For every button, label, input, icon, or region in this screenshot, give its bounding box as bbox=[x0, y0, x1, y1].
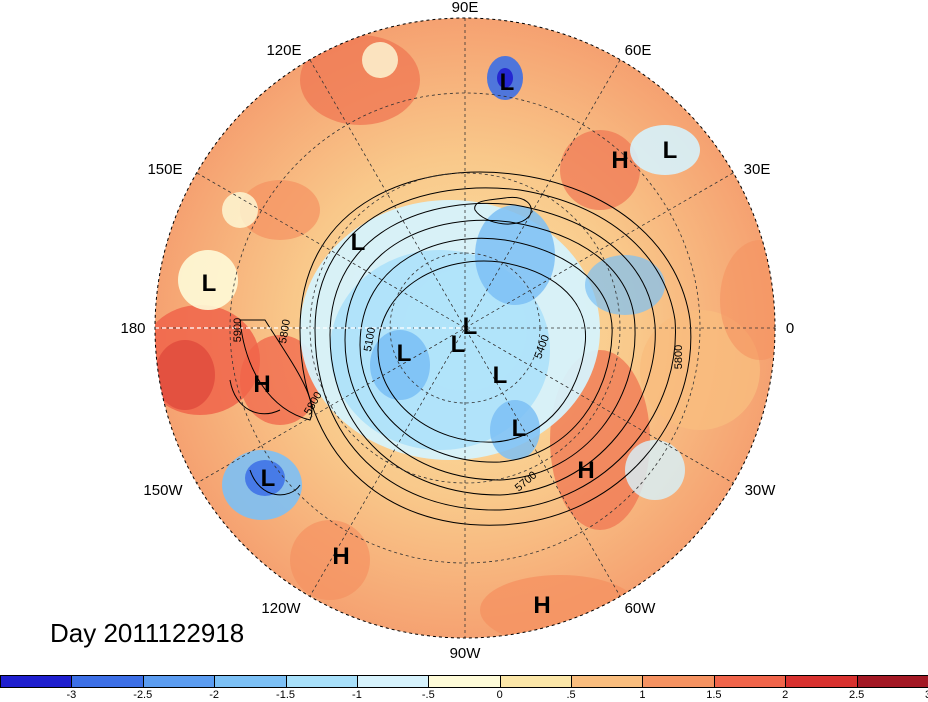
lon-label-90e: 90E bbox=[452, 0, 479, 16]
pressure-center-label: L bbox=[351, 229, 366, 256]
pressure-center-label: L bbox=[261, 465, 276, 492]
colorbar-tick-label: 1.5 bbox=[706, 689, 722, 701]
pressure-center-label: L bbox=[500, 69, 515, 96]
contour-value-labels: 5900 5800 5800 5100 5400 5700 5800 bbox=[232, 318, 685, 494]
colorbar-box bbox=[0, 675, 73, 688]
longitude-labels: 90E 60E 30E 0 30W 60W 90W 120W 150W 180 … bbox=[120, 0, 794, 662]
lon-label-150w: 150W bbox=[143, 482, 183, 499]
colorbar-box bbox=[856, 675, 928, 688]
colorbar-tick-label: -1 bbox=[352, 689, 362, 701]
pressure-center-label: L bbox=[397, 340, 412, 367]
colorbar-box bbox=[356, 675, 430, 688]
pressure-center-label: H bbox=[253, 371, 270, 398]
colorbar-tick-label: 1 bbox=[639, 689, 646, 701]
height-contours bbox=[229, 171, 692, 526]
colorbar-tick-label: -1.5 bbox=[276, 689, 296, 701]
pressure-center-label: L bbox=[202, 270, 217, 297]
pressure-centers: L H L L L L L H L L L H H H L bbox=[202, 69, 678, 619]
pressure-center-label: L bbox=[493, 362, 508, 389]
pressure-center-label: H bbox=[332, 543, 349, 570]
colorbar-tick-label: 3 bbox=[925, 689, 928, 701]
colorbar-tick-label: 2.5 bbox=[848, 689, 865, 701]
lon-label-30w: 30W bbox=[745, 482, 777, 499]
pressure-center-label: H bbox=[611, 147, 628, 174]
colorbar-box bbox=[285, 675, 358, 688]
colorbar-box bbox=[713, 675, 787, 688]
colorbar-box bbox=[571, 675, 644, 688]
lon-label-90w: 90W bbox=[450, 645, 482, 662]
colorbar-box bbox=[428, 675, 501, 688]
colorbar-box bbox=[785, 675, 858, 688]
pressure-center-label: L bbox=[463, 313, 478, 340]
polar-stereographic-map: 90E 60E 30E 0 30W 60W 90W 120W 150W 180 … bbox=[120, 0, 794, 662]
lon-label-120w: 120W bbox=[261, 600, 301, 617]
lon-label-150e: 150E bbox=[147, 161, 182, 178]
pressure-center-label: L bbox=[451, 331, 466, 358]
colorbar-tick-label: 0 bbox=[496, 689, 503, 701]
colorbar-tick-label: -.5 bbox=[421, 689, 435, 701]
pressure-center-label: L bbox=[512, 415, 527, 442]
lon-label-60e: 60E bbox=[625, 42, 652, 59]
pressure-center-label: H bbox=[577, 457, 594, 484]
map-boundary bbox=[154, 17, 776, 639]
lon-label-30e: 30E bbox=[744, 161, 771, 178]
contour-label: 5800 bbox=[277, 318, 293, 344]
day-label: Day 2011122918 bbox=[50, 618, 245, 648]
colorbar-box bbox=[499, 675, 573, 688]
contour-label: 5100 bbox=[362, 326, 378, 352]
colorbar-tick-label: -3 bbox=[66, 689, 77, 701]
colorbar-tick-label: 2 bbox=[782, 689, 789, 701]
anomaly-field bbox=[155, 18, 775, 638]
colorbar-box bbox=[214, 675, 287, 688]
pressure-center-label: L bbox=[663, 137, 678, 164]
lon-label-180: 180 bbox=[120, 320, 145, 337]
colorbar-box bbox=[71, 675, 144, 688]
contour-label: 5800 bbox=[673, 345, 685, 369]
colorbar-tick-label: -2 bbox=[209, 689, 220, 701]
colorbar-box bbox=[142, 675, 216, 688]
pressure-center-label: H bbox=[533, 592, 550, 619]
contour-label: 5900 bbox=[232, 318, 244, 342]
colorbar: -3 -2.5 -2 -1.5 -1 -.5 0 .5 1 1.5 2 2.5 3 bbox=[0, 675, 928, 702]
colorbar-box bbox=[642, 675, 715, 688]
lon-label-120e: 120E bbox=[266, 42, 301, 59]
lon-label-60w: 60W bbox=[625, 600, 657, 617]
colorbar-tick-label: -2.5 bbox=[133, 689, 153, 701]
colorbar-tick-label: .5 bbox=[566, 689, 576, 701]
lon-label-0: 0 bbox=[786, 320, 794, 337]
